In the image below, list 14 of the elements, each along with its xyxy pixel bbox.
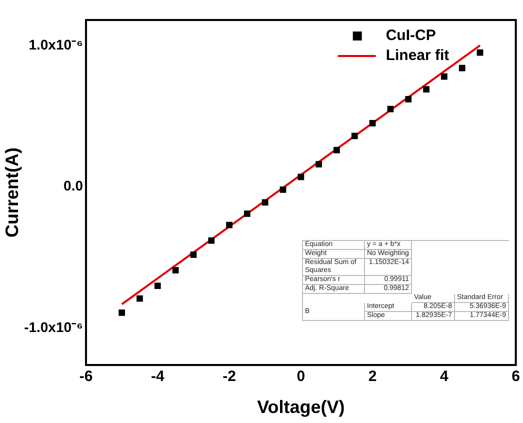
x-tick-label: -2 (222, 368, 236, 386)
x-tick-label: -6 (79, 368, 93, 386)
x-tick-label: 6 (512, 368, 520, 386)
x-axis-title: Voltage(V) (257, 397, 345, 418)
legend-label: CuI-CP (386, 27, 436, 44)
x-tick-label: -4 (150, 368, 165, 386)
y-tick-label: 1.0x10⁻⁶ (28, 36, 83, 52)
x-tick-label: 0 (296, 368, 306, 386)
legend-label: Linear fit (386, 47, 450, 64)
y-tick-label: -1.0x10⁻⁶ (24, 319, 83, 336)
x-tick-label: 2 (368, 368, 377, 386)
y-tick-label: 0.0 (64, 178, 84, 194)
y-axis-title: Current(A) (2, 148, 22, 238)
x-tick-label: 4 (440, 368, 450, 386)
